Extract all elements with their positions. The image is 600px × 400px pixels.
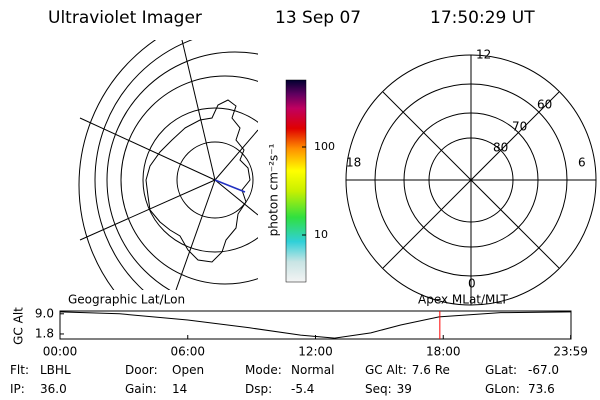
x-tick-label: 18:00 [426,345,461,359]
mlt-label: 12 [476,48,491,62]
geographic-map [78,40,258,290]
status-item: Gain: 14 [125,382,187,396]
polar-grid [345,54,597,306]
status-item: Door: Open [125,363,204,377]
title: Ultraviolet Imager [48,8,202,28]
status-value: LBHL [40,363,71,377]
x-tick-label: 12:00 [298,345,333,359]
status-value: Normal [291,363,334,377]
status-item: Dsp: -5.4 [245,382,314,396]
colorbar-label: photon cm⁻²s⁻¹ [267,143,281,236]
status-item: Seq: 39 [365,382,412,396]
mlt-label: 0 [468,277,476,291]
status-value: -5.4 [291,382,314,396]
mlat-label: 80 [493,141,508,155]
status-value: -67.0 [528,363,559,377]
colorbar-tick-label: 100 [314,140,335,153]
altitude-line [59,311,572,339]
y-tick-label: 9.0 [35,306,54,320]
status-label: Door: [125,363,158,377]
status-label: GLat: [485,363,517,377]
status-item: Mode: Normal [245,363,334,377]
status-value: Open [172,363,204,377]
colorbar [285,79,307,283]
status-value: 7.6 Re [412,363,450,377]
x-tick-label: 00:00 [43,345,78,359]
status-item: IP: 36.0 [10,382,67,396]
status-value: 36.0 [40,382,67,396]
status-label: IP: [10,382,25,396]
mlat-label: 70 [512,120,527,134]
colorbar-tick-label: 10 [314,228,328,241]
status-item: GLon: 73.6 [485,382,555,396]
status-item: GLat: -67.0 [485,363,559,377]
time: 17:50:29 UT [430,8,535,28]
mlat-label: 60 [537,98,552,112]
image-label: Geographic Lat/Lon [68,293,185,307]
x-tick-label: 23:59 [553,345,588,359]
status-label: Gain: [125,382,157,396]
status-label: Flt: [10,363,29,377]
y-tick-label: 1.8 [35,326,54,340]
status-value: 73.6 [528,382,555,396]
status-label: GLon: [485,382,520,396]
y-axis-label: GC Alt [12,307,26,345]
status-value: 14 [172,382,187,396]
mlt-label: 6 [578,156,586,170]
status-label: GC Alt: [365,363,407,377]
status-label: Dsp: [245,382,272,396]
mlt-label: 18 [346,156,361,170]
status-item: Flt: LBHL [10,363,71,377]
status-value: 39 [397,382,412,396]
status-item: GC Alt: 7.6 Re [365,363,450,377]
date: 13 Sep 07 [275,8,361,28]
x-tick-label: 06:00 [170,345,205,359]
status-label: Seq: [365,382,392,396]
status-label: Mode: [245,363,282,377]
image-label: Apex MLat/MLT [418,293,508,307]
